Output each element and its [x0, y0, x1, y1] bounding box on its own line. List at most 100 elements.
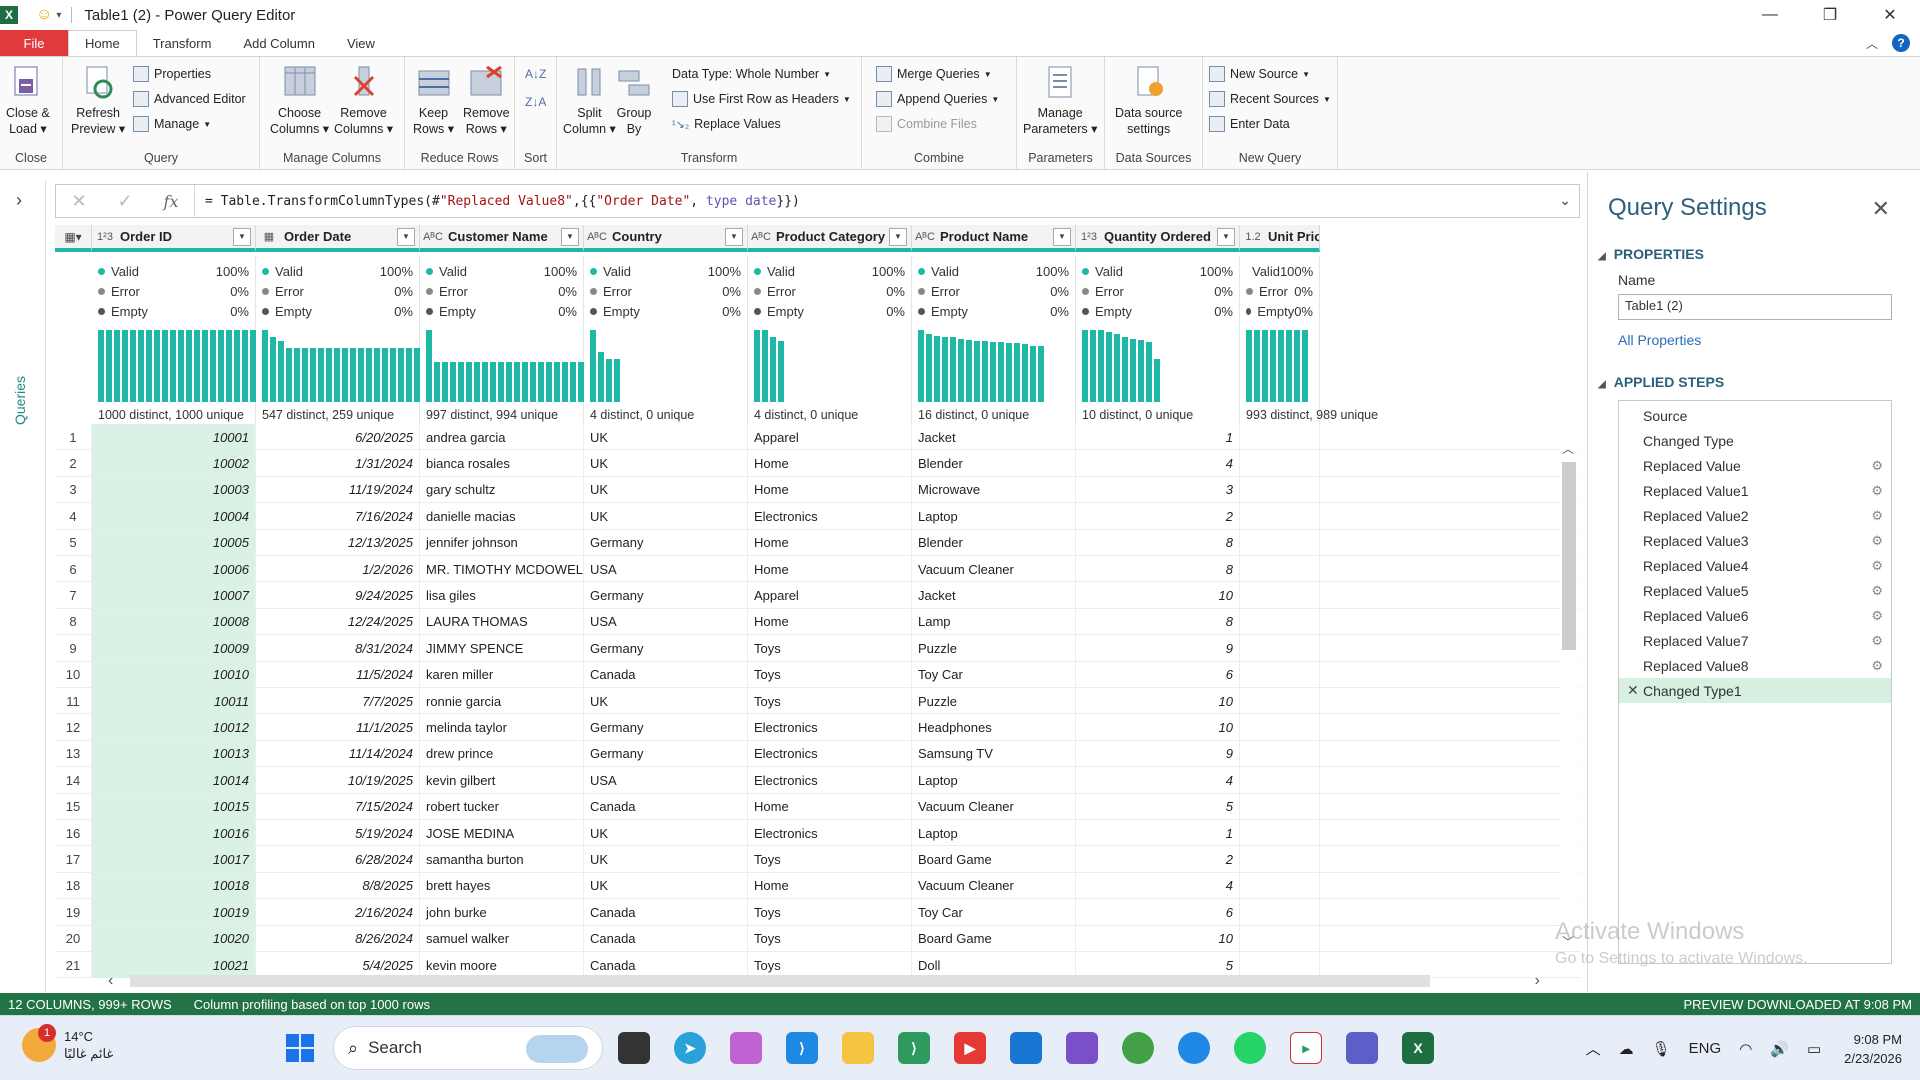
histogram-bar[interactable]	[966, 340, 972, 402]
choose-columns-button[interactable]: Choose Columns ▾	[270, 63, 329, 137]
applied-step[interactable]: ✕ Changed Type1	[1619, 678, 1891, 703]
table-cell[interactable]	[1240, 529, 1320, 556]
column-header[interactable]: AᴮC Country ▼	[584, 225, 748, 252]
histogram-bar[interactable]	[546, 362, 552, 402]
queries-pane-label[interactable]: Queries	[12, 375, 28, 425]
status-profiling[interactable]: Column profiling based on top 1000 rows	[193, 996, 430, 1012]
table-cell[interactable]: Toys	[748, 635, 912, 662]
table-cell[interactable]: 1/2/2026	[256, 556, 420, 582]
histogram-bar[interactable]	[1262, 330, 1268, 402]
histogram-bar[interactable]	[1030, 346, 1036, 402]
step-settings-gear-icon[interactable]: ⚙	[1871, 557, 1883, 573]
table-cell[interactable]: gary schultz	[420, 476, 584, 503]
table-cell[interactable]: Puzzle	[912, 688, 1076, 714]
weather-widget[interactable]: 1 14°C غائم غالبًا	[22, 1024, 113, 1062]
replace-values-button[interactable]: ¹↘₂ Replace Values	[672, 113, 781, 135]
column-type-icon[interactable]: AᴮC	[423, 230, 443, 243]
histogram-bar[interactable]	[1114, 334, 1120, 402]
table-cell[interactable]	[1240, 635, 1320, 662]
column-filter-dropdown-icon[interactable]: ▼	[725, 227, 743, 246]
histogram-bar[interactable]	[1022, 344, 1028, 402]
histogram-bar[interactable]	[426, 330, 432, 402]
group-by-button[interactable]: Group By	[615, 63, 653, 137]
remove-columns-button[interactable]: Remove Columns ▾	[334, 63, 393, 137]
table-cell[interactable]: Blender	[912, 450, 1076, 477]
column-filter-dropdown-icon[interactable]: ▼	[1053, 227, 1071, 246]
table-cell[interactable]: 10018	[92, 872, 256, 899]
table-cell[interactable]: Canada	[584, 793, 748, 820]
properties-section[interactable]: ◢ PROPERTIES	[1598, 246, 1704, 262]
table-row[interactable]: 16 10016 5/19/2024 JOSE MEDINA UK Electronics…	[55, 820, 1580, 847]
histogram-bar[interactable]	[406, 348, 412, 402]
histogram-bar[interactable]	[934, 336, 940, 402]
expand-queries-icon[interactable]: ›	[16, 190, 22, 210]
column-type-icon[interactable]: 1²3	[1081, 230, 1097, 243]
table-row[interactable]: 9 10009 8/31/2024 JIMMY SPENCE Germany Toys Pu…	[55, 635, 1580, 662]
table-cell[interactable]: Microwave	[912, 476, 1076, 503]
manage-parameters-button[interactable]: Manage Parameters ▾	[1023, 63, 1097, 137]
histogram-bar[interactable]	[490, 362, 496, 402]
commit-formula-icon[interactable]: ✓	[117, 190, 133, 211]
table-cell[interactable]: lisa giles	[420, 582, 584, 609]
table-cell[interactable]: 4	[1076, 450, 1240, 477]
histogram-bar[interactable]	[1294, 330, 1300, 402]
table-row[interactable]: 17 10017 6/28/2024 samantha burton UK Toys Boa…	[55, 846, 1580, 873]
histogram-bar[interactable]	[942, 337, 948, 402]
table-cell[interactable]: 10007	[92, 582, 256, 609]
histogram-bar[interactable]	[442, 362, 448, 402]
table-cell[interactable]: Laptop	[912, 503, 1076, 530]
table-cell[interactable]: 4	[1076, 767, 1240, 794]
table-cell[interactable]	[1240, 793, 1320, 820]
histogram-bar[interactable]	[1006, 343, 1012, 402]
table-cell[interactable]: 8/26/2024	[256, 925, 420, 952]
table-cell[interactable]: Apparel	[748, 424, 912, 450]
scroll-right-icon[interactable]: ›	[1534, 972, 1540, 989]
table-cell[interactable]: ronnie garcia	[420, 688, 584, 714]
table-cell[interactable]: kevin moore	[420, 952, 584, 978]
table-cell[interactable]: Vacuum Cleaner	[912, 872, 1076, 899]
histogram-bar[interactable]	[286, 348, 292, 402]
column-header[interactable]: AᴮC Customer Name ▼	[420, 225, 584, 252]
table-cell[interactable]: 10020	[92, 925, 256, 952]
histogram-bar[interactable]	[614, 359, 620, 402]
table-cell[interactable]: 10011	[92, 688, 256, 714]
table-cell[interactable]	[1240, 714, 1320, 741]
table-cell[interactable]	[1240, 767, 1320, 794]
table-cell[interactable]: 8	[1076, 556, 1240, 582]
table-cell[interactable]: Board Game	[912, 846, 1076, 873]
table-cell[interactable]: 3	[1076, 476, 1240, 503]
quick-access-dropdown-icon[interactable]: ▾	[56, 9, 62, 21]
table-cell[interactable]: Home	[748, 556, 912, 582]
histogram-bar[interactable]	[154, 330, 160, 402]
teams-icon[interactable]	[1066, 1032, 1098, 1064]
table-cell[interactable]: LAURA THOMAS	[420, 608, 584, 635]
table-cell[interactable]: Home	[748, 450, 912, 477]
table-cell[interactable]: 9	[1076, 740, 1240, 767]
data-source-settings-button[interactable]: Data source settings	[1115, 63, 1182, 137]
close-window-button[interactable]: ✕	[1883, 7, 1897, 24]
histogram-bar[interactable]	[778, 341, 784, 402]
histogram-bar[interactable]	[474, 362, 480, 402]
wifi-icon[interactable]: ◠	[1739, 1040, 1753, 1058]
histogram-bar[interactable]	[162, 330, 168, 402]
applied-step[interactable]: Replaced Value4 ⚙	[1619, 553, 1891, 578]
table-cell[interactable]: Home	[748, 872, 912, 899]
histogram-bar[interactable]	[998, 342, 1004, 402]
table-cell[interactable]: 11/19/2024	[256, 476, 420, 503]
table-cell[interactable]	[1240, 740, 1320, 767]
table-cell[interactable]: JOSE MEDINA	[420, 820, 584, 846]
table-cell[interactable]: 5	[1076, 793, 1240, 820]
youtube-icon[interactable]: ▶	[954, 1032, 986, 1064]
table-cell[interactable]: Home	[748, 608, 912, 635]
table-cell[interactable]: UK	[584, 424, 748, 450]
battery-icon[interactable]: ▭	[1806, 1040, 1822, 1058]
histogram-bar[interactable]	[578, 362, 584, 402]
table-cell[interactable]: USA	[584, 556, 748, 582]
combine-files-button[interactable]: Combine Files	[876, 113, 977, 135]
table-cell[interactable]: Toys	[748, 952, 912, 978]
table-cell[interactable]: 10021	[92, 952, 256, 978]
column-header[interactable]: 1²3 Order ID ▼	[92, 225, 256, 252]
histogram-bar[interactable]	[342, 348, 348, 402]
step-settings-gear-icon[interactable]: ⚙	[1871, 482, 1883, 498]
scroll-up-icon[interactable]: ︿	[1562, 442, 1575, 456]
